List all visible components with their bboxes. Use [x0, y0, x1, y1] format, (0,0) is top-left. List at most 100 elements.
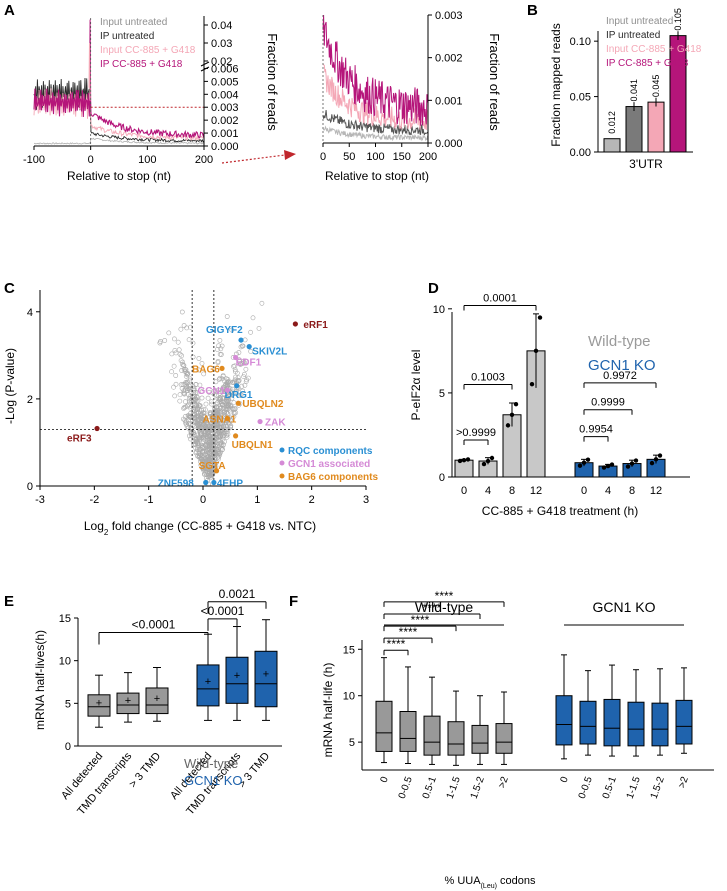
scatter-point	[200, 424, 206, 430]
scatter-point	[197, 421, 203, 427]
zoom-series-line-1	[322, 110, 428, 136]
zoom-ytick-label: 0.001	[435, 95, 463, 107]
scatter-point	[181, 390, 187, 396]
scatter-point	[215, 411, 221, 416]
a-ytick-label: 0.001	[211, 128, 239, 140]
f-box-wildtype-4	[471, 724, 489, 754]
d-xtick-label: 8	[629, 485, 635, 497]
highlight-point-ZAK	[257, 418, 263, 425]
scatter-point	[245, 375, 251, 381]
d-data-point	[537, 315, 543, 320]
scatter-point	[240, 388, 246, 394]
scatter-point	[218, 418, 223, 423]
scatter-point	[199, 449, 205, 454]
highlight-point-DRG1	[234, 383, 240, 389]
scatter-point	[241, 360, 247, 365]
scatter-point	[186, 402, 192, 407]
scatter-point	[201, 438, 206, 444]
scatter-point	[243, 379, 249, 384]
d-pvalue: >0.9999	[456, 427, 496, 439]
scatter-point	[217, 433, 223, 439]
scatter-point	[201, 371, 207, 377]
scatter-point	[178, 326, 184, 332]
scatter-point	[194, 415, 200, 420]
f-box-gcn1ko-1	[579, 700, 597, 745]
e-box-5	[254, 650, 278, 708]
scatter-point	[231, 380, 237, 385]
d-data-point	[485, 458, 491, 464]
scatter-point	[199, 407, 204, 413]
b-bar-2	[647, 101, 665, 153]
scatter-point	[201, 410, 207, 416]
f-xtick-label: 0	[379, 775, 391, 784]
d-data-point	[601, 465, 607, 470]
point-label-GCN1: GCN1	[197, 386, 225, 397]
scatter-point	[214, 346, 220, 352]
scatter-point	[235, 378, 241, 383]
b-ytick-label: 0.05	[570, 92, 591, 104]
scatter-point	[181, 323, 187, 328]
d-legend-gcn1ko: GCN1 KO	[588, 357, 656, 374]
e-legend-gcn1ko: GCN1 KO	[184, 773, 243, 788]
b-legend-item: IP untreated	[606, 30, 660, 41]
scatter-point	[192, 418, 198, 424]
scatter-point	[222, 411, 228, 417]
d-xtick-label: 4	[605, 485, 611, 497]
panel-f: 5 10 15 0 0 0-0.5 0-0.5 0.5-1 0.5-1 1-1.5 1-1.5 1.5…	[321, 589, 714, 890]
scatter-point	[178, 382, 184, 388]
f-significance: ****	[399, 625, 418, 639]
zoom-arrow-line	[221, 154, 286, 164]
e-box-0	[87, 694, 111, 717]
scatter-point	[232, 406, 238, 412]
a-xtick-label: 0	[88, 154, 94, 166]
scatter-point	[195, 447, 200, 453]
scatter-point	[177, 398, 183, 404]
scatter-point	[228, 423, 234, 428]
series-line-a-3	[33, 88, 205, 139]
scatter-point	[206, 464, 212, 470]
d-xtick-label: 0	[581, 485, 587, 497]
d-xtick-label: 8	[509, 485, 515, 497]
e-box-2	[145, 687, 169, 715]
scatter-point	[229, 327, 235, 333]
e-ytick-label: 10	[59, 656, 71, 668]
scatter-point	[172, 393, 178, 399]
scatter-point	[201, 467, 206, 473]
scatter-point	[225, 399, 231, 405]
scatter-point	[171, 363, 177, 369]
scatter-point	[215, 449, 221, 454]
scatter-point	[191, 429, 196, 435]
scatter-point	[217, 450, 223, 456]
a-ytick-label: 0.004	[211, 89, 239, 101]
f-ytick-label: 10	[343, 691, 355, 703]
scatter-point	[216, 376, 222, 382]
zoom-xtick-label: 50	[343, 151, 355, 163]
highlight-point-eRF3	[94, 425, 100, 432]
scatter-point	[184, 325, 190, 331]
scatter-point	[199, 388, 205, 394]
c-ytick-label: 2	[27, 394, 33, 406]
scatter-point	[188, 324, 193, 330]
highlight-point-4EHP	[211, 479, 217, 486]
scatter-point	[221, 378, 227, 384]
d-data-point	[605, 463, 611, 469]
d-data-point	[457, 458, 463, 464]
scatter-point	[216, 387, 221, 393]
panel-letter-b: B	[527, 2, 538, 19]
scatter-point	[197, 382, 203, 388]
a-ytick-label: 0.005	[211, 76, 239, 88]
scatter-point	[195, 453, 200, 459]
scatter-point	[224, 398, 230, 404]
f-box-gcn1ko-3	[627, 701, 645, 747]
f-box-gcn1ko-4	[651, 702, 669, 747]
scatter-point	[224, 434, 230, 440]
e-box-4	[225, 656, 249, 704]
f-xtick-label: >2	[677, 775, 691, 790]
highlight-point-GCN1	[224, 387, 231, 393]
point-label-ZNF598: ZNF598	[158, 479, 195, 490]
scatter-point	[186, 433, 192, 439]
panel-b: 0.012 0.041 0.045 0.105 0.00 0.05 0.10 Fraction…	[549, 8, 702, 171]
scatter-point	[248, 329, 253, 335]
